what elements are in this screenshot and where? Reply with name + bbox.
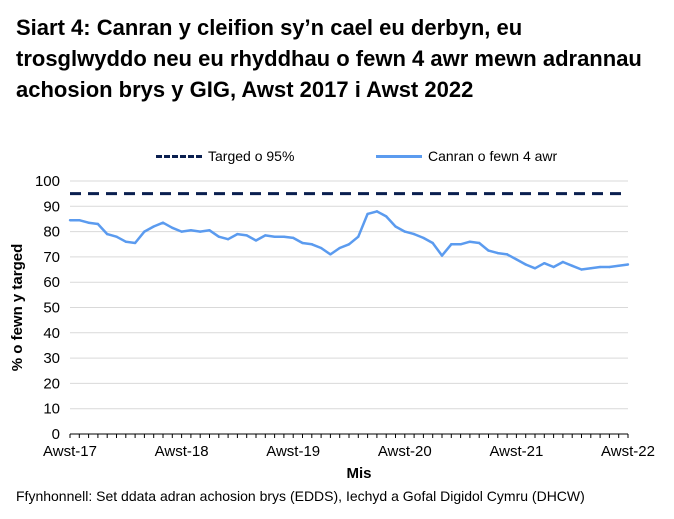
- data-point: [533, 267, 537, 270]
- y-axis-title: % o fewn y targed: [9, 244, 26, 372]
- y-tick-label: 40: [43, 325, 60, 342]
- y-tick-label: 70: [43, 249, 60, 266]
- data-point: [68, 219, 72, 222]
- data-point: [375, 210, 379, 213]
- x-tick-label: Awst-18: [155, 443, 209, 460]
- data-point: [338, 246, 341, 250]
- data-point: [450, 243, 453, 246]
- data-point: [412, 232, 416, 236]
- data-point: [617, 264, 620, 267]
- y-tick-label: 60: [43, 274, 60, 291]
- data-point: [431, 241, 434, 245]
- data-point: [208, 229, 211, 232]
- y-tick-label: 30: [43, 350, 60, 367]
- data-point: [608, 265, 611, 269]
- data-point: [310, 243, 313, 246]
- series-line-within-4-hours: [70, 210, 629, 271]
- data-point: [505, 253, 509, 256]
- data-point: [589, 267, 592, 270]
- legend-swatch-dashed: [156, 154, 202, 158]
- data-point: [422, 236, 425, 240]
- data-point: [571, 264, 574, 267]
- data-point: [143, 230, 146, 233]
- data-point: [273, 235, 276, 238]
- chart-title: Siart 4: Canran y cleifion sy’n cael eu …: [16, 15, 642, 102]
- data-point: [115, 235, 118, 238]
- data-point: [459, 243, 462, 246]
- y-tick-label: 90: [43, 198, 60, 215]
- legend-label-target: Targed o 95%: [208, 148, 295, 164]
- x-tick-label: Awst-21: [489, 443, 543, 460]
- data-point: [236, 232, 239, 236]
- data-point: [217, 235, 220, 238]
- x-tick-label: Awst-17: [43, 443, 97, 460]
- data-point: [329, 253, 332, 256]
- data-point: [366, 212, 369, 216]
- legend-item-target: Targed o 95%: [156, 148, 294, 164]
- data-point: [78, 219, 81, 222]
- legend-item-series: Canran o fewn 4 awr: [376, 148, 557, 164]
- data-point: [543, 262, 546, 265]
- y-tick-label: 20: [43, 375, 60, 392]
- y-tick-label: 100: [35, 173, 60, 190]
- data-point: [468, 240, 472, 243]
- data-point: [524, 263, 527, 266]
- data-point: [403, 230, 406, 233]
- data-point: [347, 243, 351, 246]
- data-point: [180, 230, 183, 233]
- data-point: [124, 240, 128, 243]
- legend: Targed o 95% Canran o fewn 4 awr: [0, 148, 674, 170]
- legend-swatch-solid: [376, 154, 422, 158]
- x-axis-title: Mis: [346, 465, 371, 482]
- data-point: [496, 251, 499, 255]
- data-point: [580, 268, 583, 271]
- data-point: [161, 221, 165, 224]
- data-point: [199, 230, 202, 233]
- data-point: [385, 215, 388, 218]
- data-point: [245, 234, 248, 237]
- data-point: [598, 265, 602, 269]
- data-point: [292, 236, 295, 240]
- data-point: [106, 232, 109, 236]
- data-point: [254, 239, 258, 242]
- x-tick-label: Awst-19: [266, 443, 320, 460]
- y-tick-label: 80: [43, 224, 60, 241]
- data-point: [133, 241, 137, 245]
- data-point: [226, 237, 230, 241]
- y-tick-label: 50: [43, 300, 60, 317]
- data-point: [171, 226, 174, 230]
- data-point: [282, 235, 286, 238]
- data-point: [394, 225, 397, 228]
- data-point: [626, 263, 630, 266]
- data-point: [152, 225, 155, 228]
- data-point: [561, 260, 565, 264]
- data-point: [515, 258, 518, 261]
- x-tick-label: Awst-20: [378, 443, 432, 460]
- y-tick-label: 10: [43, 401, 60, 418]
- legend-label-series: Canran o fewn 4 awr: [428, 148, 558, 164]
- data-point: [487, 249, 490, 252]
- x-tick-label: Awst-22: [601, 443, 655, 460]
- data-point: [96, 222, 100, 226]
- data-point: [552, 265, 555, 269]
- data-point: [87, 221, 90, 224]
- data-point: [189, 229, 193, 232]
- y-tick-label: 0: [52, 426, 60, 443]
- data-point: [301, 241, 304, 245]
- source-note: Ffynhonnell: Set ddata adran achosion br…: [16, 488, 585, 504]
- data-point: [478, 241, 481, 245]
- data-point: [440, 254, 444, 257]
- data-point: [264, 234, 267, 237]
- data-point: [357, 235, 360, 238]
- data-point: [319, 246, 323, 250]
